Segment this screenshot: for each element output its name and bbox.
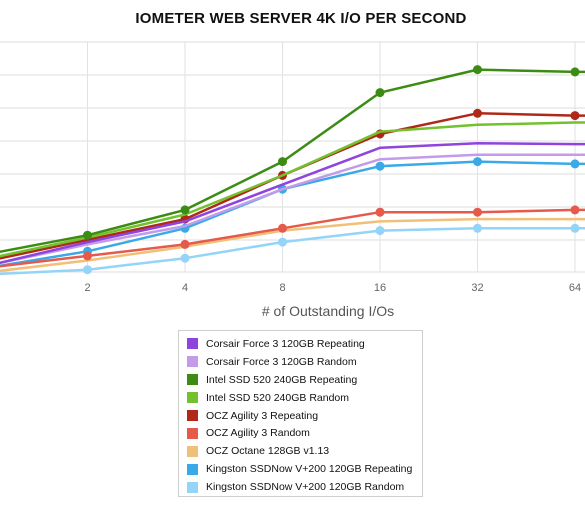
series-line xyxy=(0,217,585,273)
data-point xyxy=(375,88,385,98)
series-line xyxy=(0,141,585,265)
legend-swatch xyxy=(187,445,198,457)
legend-label: Intel SSD 520 240GB Random xyxy=(206,391,350,404)
data-point xyxy=(570,223,580,233)
series-8 xyxy=(0,223,585,276)
legend-label: OCZ Agility 3 Repeating xyxy=(206,409,319,422)
series-1 xyxy=(0,153,585,265)
legend-swatch xyxy=(187,410,198,421)
series-lines xyxy=(0,65,585,276)
data-point xyxy=(180,205,190,215)
legend-label: OCZ Octane 128GB v1.13 xyxy=(206,445,330,458)
legend-swatch xyxy=(187,374,198,386)
legend-swatch xyxy=(187,481,198,493)
series-line xyxy=(0,121,585,258)
data-point xyxy=(278,223,287,233)
x-tick-label: 64 xyxy=(569,282,581,294)
data-point xyxy=(375,161,385,171)
data-point xyxy=(375,207,385,217)
x-tick-label: 8 xyxy=(279,282,285,294)
data-point xyxy=(83,265,92,275)
data-point xyxy=(473,65,482,75)
legend-label: OCZ Agility 3 Random xyxy=(206,427,310,440)
data-point xyxy=(473,223,482,233)
legend-item[interactable]: Intel SSD 520 240GB Repeating xyxy=(179,371,422,389)
legend-swatch xyxy=(187,427,198,439)
legend-label: Corsair Force 3 120GB Repeating xyxy=(206,337,365,350)
legend-label: Kingston SSDNow V+200 120GB Random xyxy=(206,481,405,494)
data-point xyxy=(473,108,482,118)
data-point xyxy=(570,205,580,215)
x-tick-labels: 2 4 8 16 32 64 xyxy=(84,282,581,294)
legend-item[interactable]: Kingston SSDNow V+200 120GB Repeating xyxy=(179,460,422,478)
data-point xyxy=(473,207,482,217)
x-tick-label: 32 xyxy=(471,282,483,294)
series-2 xyxy=(0,65,585,253)
legend-item[interactable]: Corsair Force 3 120GB Random xyxy=(179,353,422,371)
legend-swatch xyxy=(187,392,198,404)
series-3 xyxy=(0,121,585,258)
x-tick-label: 4 xyxy=(182,282,188,294)
data-point xyxy=(83,230,92,240)
legend-swatch xyxy=(187,356,198,368)
legend-item[interactable]: Kingston SSDNow V+200 120GB Random xyxy=(179,478,422,496)
legend-swatch xyxy=(187,463,198,475)
data-point xyxy=(83,251,92,261)
legend-item[interactable]: Intel SSD 520 240GB Random xyxy=(179,389,422,407)
series-line xyxy=(0,208,585,268)
data-point xyxy=(278,157,287,167)
legend-swatch xyxy=(187,338,198,350)
series-0 xyxy=(0,141,585,265)
series-line xyxy=(0,160,585,268)
legend-label: Intel SSD 520 240GB Repeating xyxy=(206,373,358,386)
data-point xyxy=(278,237,287,247)
legend-item[interactable]: OCZ Octane 128GB v1.13 xyxy=(179,442,422,460)
series-line xyxy=(0,227,585,276)
series-line xyxy=(0,153,585,265)
legend-item[interactable]: OCZ Agility 3 Repeating xyxy=(179,407,422,425)
series-5 xyxy=(0,205,585,268)
x-tick-label: 16 xyxy=(374,282,386,294)
series-6 xyxy=(0,217,585,273)
series-7 xyxy=(0,157,585,268)
series-line xyxy=(0,68,585,253)
data-point xyxy=(473,157,482,167)
data-point xyxy=(375,226,385,236)
data-point xyxy=(570,111,580,121)
data-point xyxy=(570,67,580,77)
x-axis-title: # of Outstanding I/Os xyxy=(262,303,394,319)
legend: Corsair Force 3 120GB Repeating Corsair F… xyxy=(178,330,423,497)
data-point xyxy=(180,253,190,263)
data-point xyxy=(570,159,580,169)
chart-title: IOMETER WEB SERVER 4K I/O PER SECOND xyxy=(135,10,467,27)
legend-item[interactable]: Corsair Force 3 120GB Repeating xyxy=(179,335,422,353)
x-tick-label: 2 xyxy=(84,282,90,294)
legend-label: Corsair Force 3 120GB Random xyxy=(206,355,357,368)
legend-label: Kingston SSDNow V+200 120GB Repeating xyxy=(206,463,413,476)
legend-item[interactable]: OCZ Agility 3 Random xyxy=(179,424,422,442)
data-point xyxy=(180,239,190,249)
